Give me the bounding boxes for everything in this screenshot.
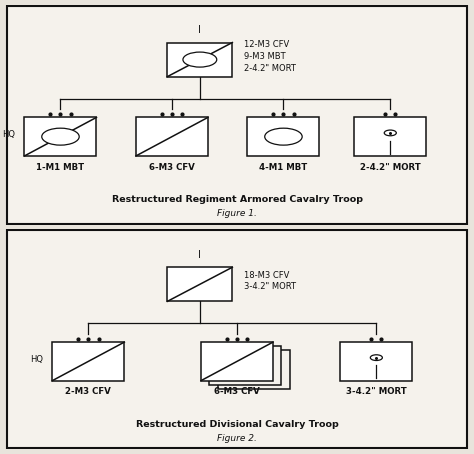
Bar: [354, 118, 426, 156]
Bar: [218, 350, 290, 389]
Ellipse shape: [42, 128, 79, 145]
Bar: [167, 43, 232, 77]
Text: 2-M3 CFV: 2-M3 CFV: [65, 387, 111, 396]
Ellipse shape: [265, 128, 302, 145]
Bar: [201, 342, 273, 380]
Text: 4-M1 MBT: 4-M1 MBT: [259, 163, 308, 172]
Bar: [136, 118, 208, 156]
Text: Figure 1.: Figure 1.: [217, 209, 257, 218]
Bar: [25, 118, 97, 156]
Text: 6-M3 CFV: 6-M3 CFV: [214, 387, 260, 396]
Bar: [52, 342, 124, 380]
Text: 2-4.2" MORT: 2-4.2" MORT: [360, 163, 420, 172]
Text: 6-M3 CFV: 6-M3 CFV: [149, 163, 195, 172]
Text: 12-M3 CFV
9-M3 MBT
2-4.2" MORT: 12-M3 CFV 9-M3 MBT 2-4.2" MORT: [244, 40, 296, 73]
Text: I: I: [199, 250, 201, 260]
Bar: [247, 118, 319, 156]
Text: Figure 2.: Figure 2.: [217, 434, 257, 443]
Text: HQ: HQ: [2, 130, 15, 139]
Text: 3-4.2" MORT: 3-4.2" MORT: [346, 387, 407, 396]
Bar: [167, 267, 232, 301]
Text: Restructured Divisional Cavalry Troop: Restructured Divisional Cavalry Troop: [136, 419, 338, 429]
Bar: [210, 346, 282, 385]
Text: I: I: [199, 25, 201, 35]
Text: Restructured Regiment Armored Cavalry Troop: Restructured Regiment Armored Cavalry Tr…: [111, 195, 363, 204]
Text: HQ: HQ: [30, 355, 43, 364]
Text: 18-M3 CFV
3-4.2" MORT: 18-M3 CFV 3-4.2" MORT: [244, 271, 296, 291]
Text: 1-M1 MBT: 1-M1 MBT: [36, 163, 84, 172]
Bar: [340, 342, 412, 380]
Ellipse shape: [183, 52, 217, 67]
